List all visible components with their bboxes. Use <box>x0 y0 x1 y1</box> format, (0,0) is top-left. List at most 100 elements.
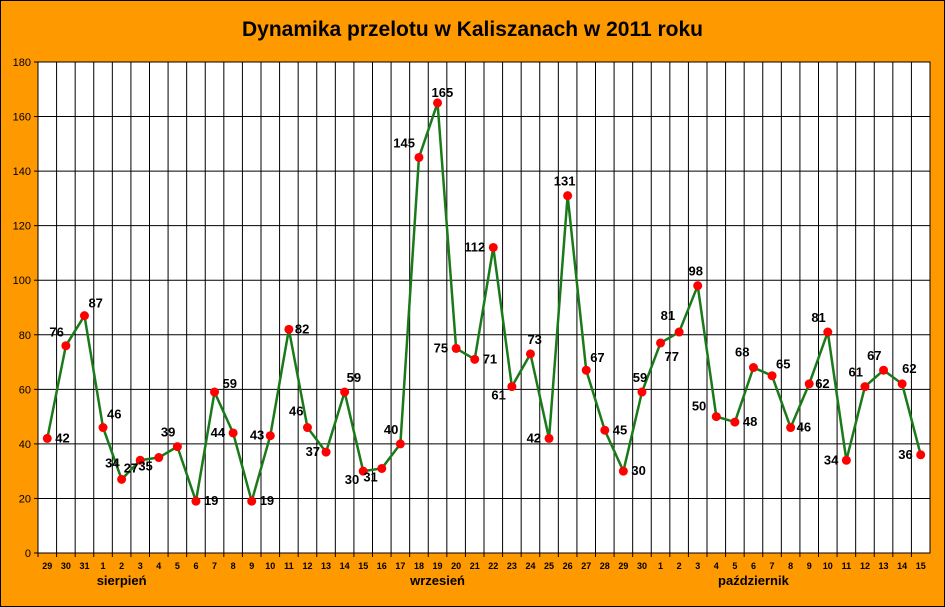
data-label: 27 <box>124 460 138 475</box>
data-point <box>377 463 387 473</box>
month-labels: sierpień wrzesień październik <box>97 573 790 588</box>
data-label: 62 <box>902 361 916 376</box>
data-point <box>879 365 889 375</box>
data-label: 61 <box>848 365 862 380</box>
x-tick-label: 27 <box>581 561 591 571</box>
x-tick-label: 8 <box>231 561 236 571</box>
data-point <box>210 387 220 397</box>
data-point <box>302 423 312 433</box>
data-label: 37 <box>306 444 320 459</box>
data-point <box>730 417 740 427</box>
data-label: 46 <box>289 404 303 419</box>
data-point <box>433 98 443 108</box>
data-point <box>507 382 517 392</box>
x-tick-label: 28 <box>600 561 610 571</box>
data-label: 59 <box>223 376 237 391</box>
data-label: 39 <box>161 425 175 440</box>
x-tick-label: 15 <box>358 561 368 571</box>
data-point <box>98 423 108 433</box>
data-label: 46 <box>797 420 811 435</box>
data-label: 77 <box>665 349 679 364</box>
x-axis: 29 30 31 1 2 3 4 5 6 7 8 9 10 11 12 13 14 15 16 17 18 19 20 21 2… <box>37 553 926 571</box>
data-point <box>228 428 238 438</box>
data-label: 36 <box>898 447 912 462</box>
data-point <box>117 474 127 484</box>
x-tick-label: 24 <box>525 561 535 571</box>
x-tick-label: 1 <box>658 561 663 571</box>
data-point <box>637 387 647 397</box>
data-point <box>247 496 257 506</box>
x-tick-label: 4 <box>156 561 161 571</box>
data-point <box>897 379 907 389</box>
data-point <box>674 327 684 337</box>
data-label: 87 <box>88 296 102 311</box>
y-tick-label: 60 <box>19 384 31 396</box>
data-point <box>191 496 201 506</box>
month-label: październik <box>718 573 790 588</box>
y-tick-label: 100 <box>13 275 31 287</box>
x-tick-label: 9 <box>249 561 254 571</box>
data-label: 59 <box>347 370 361 385</box>
data-label: 46 <box>107 407 121 422</box>
month-label: sierpień <box>97 573 147 588</box>
data-label: 98 <box>688 264 702 279</box>
data-label: 48 <box>743 414 757 429</box>
x-tick-label: 21 <box>470 561 480 571</box>
data-label: 59 <box>633 370 647 385</box>
x-tick-label: 6 <box>751 561 756 571</box>
data-point <box>135 455 145 465</box>
x-tick-label: 16 <box>377 561 387 571</box>
x-tick-label: 17 <box>395 561 405 571</box>
y-tick-label: 40 <box>19 439 31 451</box>
x-tick-label: 23 <box>507 561 517 571</box>
x-tick-label: 3 <box>138 561 143 571</box>
data-label: 73 <box>527 332 541 347</box>
x-tick-label: 22 <box>488 561 498 571</box>
month-label: wrzesień <box>409 573 465 588</box>
data-point <box>916 450 926 460</box>
x-tick-label: 31 <box>79 561 89 571</box>
x-tick-label: 3 <box>695 561 700 571</box>
data-points <box>42 98 926 506</box>
data-label: 82 <box>295 321 309 336</box>
x-tick-label: 12 <box>860 561 870 571</box>
data-point <box>358 466 368 476</box>
data-point <box>395 439 405 449</box>
y-tick-label: 140 <box>13 166 31 178</box>
x-tick-label: 10 <box>265 561 275 571</box>
data-label: 65 <box>776 357 790 372</box>
x-tick-label: 14 <box>340 561 350 571</box>
x-tick-label: 14 <box>897 561 907 571</box>
x-tick-label: 30 <box>61 561 71 571</box>
data-label: 67 <box>590 350 604 365</box>
data-label: 35 <box>138 459 152 474</box>
x-tick-label: 29 <box>618 561 628 571</box>
x-tick-label: 10 <box>823 561 833 571</box>
data-point <box>79 311 89 321</box>
x-tick-label: 18 <box>414 561 424 571</box>
data-label: 61 <box>491 388 505 403</box>
data-point <box>618 466 628 476</box>
chart-title: Dynamika przelotu w Kaliszanach w 2011 r… <box>241 18 703 41</box>
data-label: 67 <box>867 348 881 363</box>
data-point <box>563 191 573 201</box>
data-label: 19 <box>204 493 218 508</box>
data-label: 31 <box>363 469 377 484</box>
data-label: 81 <box>811 310 825 325</box>
data-label: 42 <box>55 430 69 445</box>
data-label: 68 <box>735 345 749 360</box>
data-point <box>61 341 71 351</box>
data-point <box>841 455 851 465</box>
data-label: 71 <box>483 351 497 366</box>
x-tick-label: 4 <box>714 561 719 571</box>
x-tick-label: 2 <box>119 561 124 571</box>
data-label: 30 <box>345 472 359 487</box>
data-point <box>860 382 870 392</box>
data-point <box>823 327 833 337</box>
x-tick-label: 12 <box>302 561 312 571</box>
x-tick-label: 1 <box>101 561 106 571</box>
data-point <box>600 425 610 435</box>
data-label: 30 <box>631 463 645 478</box>
data-label: 81 <box>661 308 675 323</box>
